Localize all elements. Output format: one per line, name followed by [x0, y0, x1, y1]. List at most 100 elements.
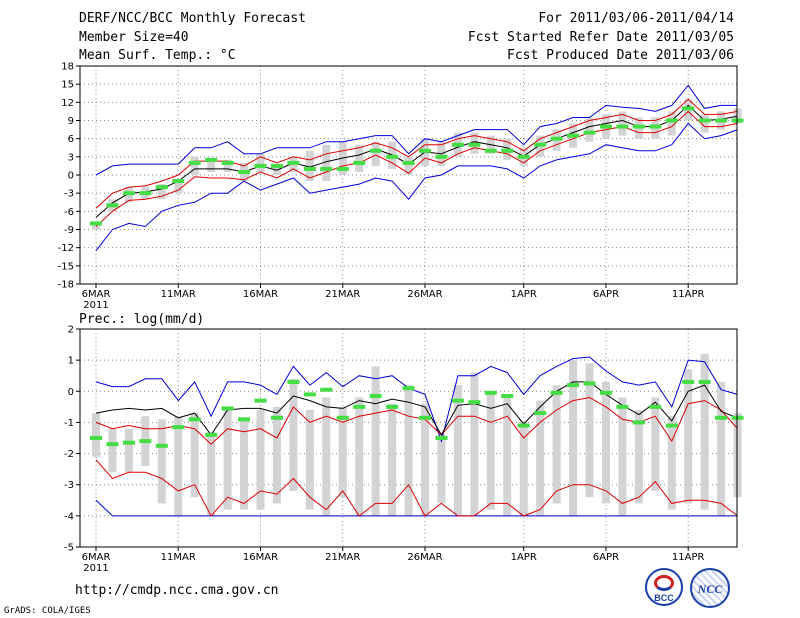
precip-median-marker — [238, 417, 251, 422]
precip-ytick-label: 0 — [68, 387, 74, 398]
precip-box — [470, 372, 479, 516]
temp-median-marker — [303, 166, 316, 171]
temp-box — [667, 111, 676, 136]
temp-box — [305, 150, 314, 182]
temp-median-marker — [682, 106, 695, 111]
precip-box — [108, 428, 117, 473]
temp-median-marker — [484, 148, 497, 153]
chart-title: DERF/NCC/BCC Monthly Forecast — [79, 11, 306, 26]
precip-median-marker — [303, 392, 316, 397]
temp-median-marker — [270, 163, 283, 168]
temp-year-label: 2011 — [83, 300, 108, 311]
precip-box — [634, 409, 643, 504]
precip-box — [618, 397, 627, 516]
precip-xtick-label: 11APR — [672, 552, 705, 563]
temp-box — [207, 159, 216, 172]
precip-median-marker — [419, 415, 431, 420]
precip-ytick-label: -3 — [64, 480, 74, 491]
temp-box — [618, 111, 627, 136]
temp-box — [371, 141, 380, 166]
precip-box — [733, 413, 742, 498]
temp-xtick-label: 6MAR — [82, 289, 111, 300]
precip-box — [388, 403, 397, 516]
precip-xtick-label: 1APR — [511, 552, 537, 563]
precip-median-marker — [221, 406, 234, 411]
temp-median-marker — [106, 203, 119, 208]
precip-median-marker — [402, 386, 415, 391]
temp-median-marker — [402, 160, 415, 165]
temp-box — [322, 144, 331, 182]
precip-xtick-label: 26MAR — [407, 552, 442, 563]
precip-box — [585, 363, 594, 498]
temp-upper-percentile-line — [95, 98, 738, 209]
temp-xtick-label: 21MAR — [325, 289, 360, 300]
temp-median-marker — [122, 191, 135, 196]
bcc-logo: BCC — [645, 568, 683, 606]
precip-box — [651, 397, 660, 491]
precip-median-marker — [205, 432, 218, 437]
temp-median-marker — [616, 124, 629, 129]
precip-median-marker — [90, 436, 102, 440]
temp-lower-percentile-line — [95, 110, 738, 227]
temp-median-marker — [221, 160, 234, 165]
temp-box — [733, 108, 742, 124]
precip-xtick-label: 11MAR — [161, 552, 196, 563]
temp-median-marker — [501, 148, 514, 153]
precip-box — [404, 385, 413, 516]
temp-median-marker — [139, 191, 152, 196]
precip-box — [124, 428, 133, 473]
temp-ytick-label: 0 — [68, 171, 74, 182]
precip-median-marker — [369, 393, 382, 398]
temp-xtick-label: 11MAR — [161, 289, 196, 300]
precip-upper-percentile-line — [95, 396, 738, 445]
temp-median-marker — [320, 166, 333, 171]
precip-median-marker — [550, 390, 563, 395]
temp-box — [355, 144, 364, 172]
precip-median-marker — [254, 398, 267, 403]
precip-box — [421, 403, 429, 516]
precip-median-marker — [484, 390, 497, 395]
precip-box — [92, 413, 100, 457]
precip-box — [667, 416, 676, 510]
precip-box — [700, 353, 709, 510]
temp-ytick-label: -12 — [58, 243, 74, 254]
precip-box — [157, 419, 166, 504]
precip-median-marker — [715, 415, 728, 420]
temp-box — [404, 156, 413, 175]
temp-box — [223, 159, 232, 172]
precip-xtick-label: 6APR — [593, 552, 619, 563]
temp-xtick-label: 16MAR — [243, 289, 278, 300]
forecast-start-date: Fcst Started Refer Date 2011/03/05 — [467, 30, 734, 45]
temp-box — [700, 114, 709, 133]
precip-box — [338, 406, 347, 498]
precip-median-marker — [632, 420, 645, 425]
precip-median-marker — [731, 415, 744, 420]
precip-ytick-label: -1 — [64, 418, 74, 429]
precip-box — [322, 397, 331, 516]
precip-box — [223, 406, 232, 510]
precip-box — [305, 409, 314, 510]
precip-box — [371, 366, 380, 516]
temp-box — [256, 153, 265, 172]
precip-median-marker — [682, 379, 695, 384]
temp-median-marker — [517, 154, 530, 159]
temp-median-marker — [731, 118, 744, 123]
precip-ytick-label: 1 — [68, 356, 74, 367]
precip-median-marker — [665, 423, 678, 428]
precip-median-marker — [435, 436, 448, 440]
precip-ytick-label: -4 — [64, 511, 74, 522]
precip-box — [256, 409, 265, 510]
temp-median-marker — [90, 221, 102, 226]
temp-median-marker — [649, 124, 662, 129]
temp-ytick-label: 6 — [68, 134, 74, 145]
temp-ytick-label: -3 — [64, 189, 74, 200]
temp-median-marker — [435, 154, 448, 159]
temp-lower-envelope-line — [95, 122, 738, 252]
temp-ytick-label: -18 — [58, 280, 74, 291]
precip-median-marker — [451, 398, 464, 403]
temp-median-marker — [698, 118, 711, 123]
precip-median-marker — [270, 415, 283, 420]
precip-median-marker — [649, 404, 662, 409]
precip-median-marker — [468, 400, 481, 405]
